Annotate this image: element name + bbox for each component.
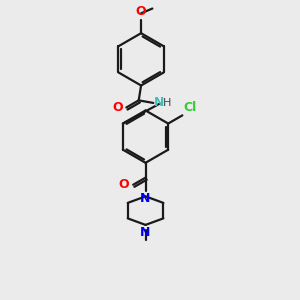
Text: H: H xyxy=(163,98,171,108)
Text: O: O xyxy=(118,178,129,191)
Text: O: O xyxy=(112,101,123,114)
Text: N: N xyxy=(140,192,151,205)
Text: Cl: Cl xyxy=(184,101,197,114)
Text: N: N xyxy=(140,226,151,239)
Text: N: N xyxy=(154,96,165,109)
Text: O: O xyxy=(136,5,146,18)
